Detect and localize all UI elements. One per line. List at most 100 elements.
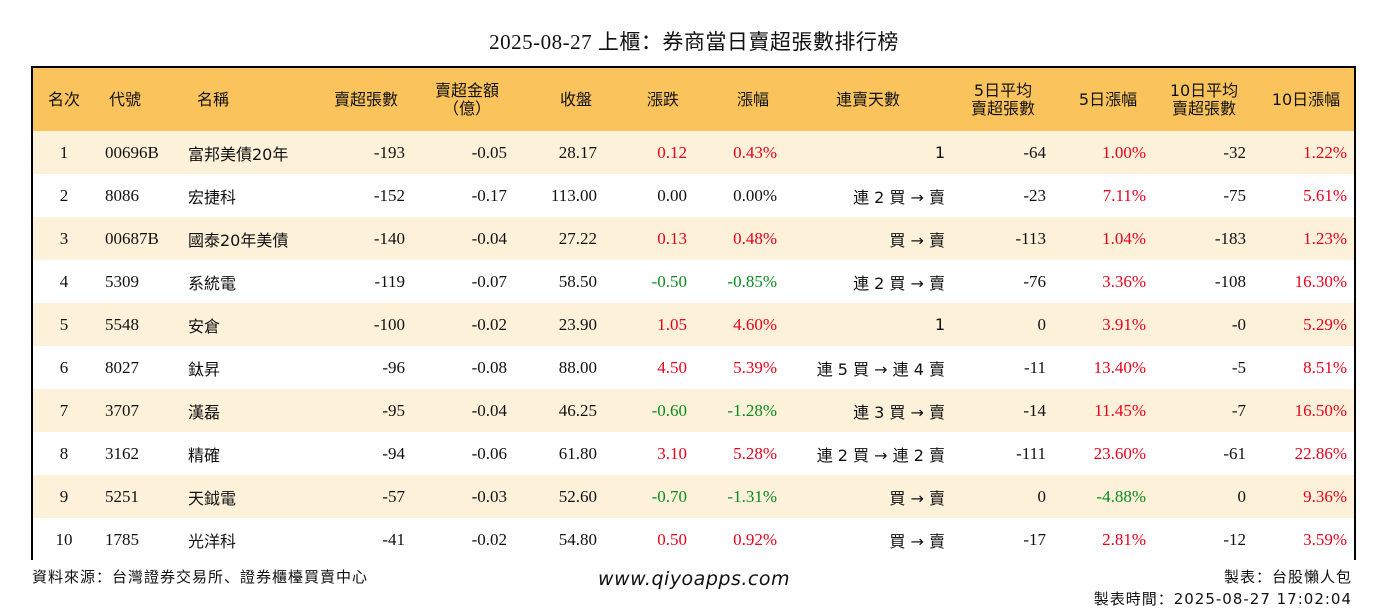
cell-avg5: -14 (1023, 400, 1046, 420)
cell-qty: -41 (382, 529, 405, 549)
cell-days: 連 2 買 → 賣 (853, 273, 945, 293)
header-pct5: 5日漲幅 (1078, 89, 1138, 109)
cell-rank: 8 (59, 443, 69, 463)
cell-days: 連 2 買 → 賣 (853, 187, 945, 207)
cell-pct10: 9.36% (1303, 486, 1347, 506)
cell-pct5: 23.60% (1093, 443, 1146, 463)
cell-avg10: -12 (1223, 529, 1246, 549)
cell-avg5: -17 (1023, 529, 1046, 549)
header-sell-amount: 賣超金額 （億） (423, 68, 511, 131)
cell-name: 國泰20年美債 (188, 230, 289, 250)
cell-pct10: 1.23% (1303, 228, 1347, 248)
ranking-table: 名次 代號 名稱 賣超張數 賣超金額 （億） 收盤 漲跌 漲幅 連賣天數 5日平… (31, 66, 1356, 561)
cell-code: 5309 (105, 271, 139, 291)
header-avg10: 10日平均 賣超張數 (1158, 68, 1250, 131)
cell-amount: -0.07 (471, 271, 507, 291)
created-time: 製表時間：2025-08-27 17:02:04 (1093, 590, 1352, 608)
cell-code: 00687B (105, 228, 159, 248)
cell-pct10: 1.22% (1303, 142, 1347, 162)
cell-change: 0.00 (657, 185, 687, 205)
cell-amount: -0.02 (471, 529, 507, 549)
cell-pct: 5.28% (733, 443, 777, 463)
cell-pct5: 2.81% (1102, 529, 1146, 549)
cell-avg10: -32 (1223, 142, 1246, 162)
cell-amount: -0.04 (471, 400, 507, 420)
cell-qty: -94 (382, 443, 405, 463)
cell-avg5: -23 (1023, 185, 1046, 205)
cell-close: 113.00 (550, 185, 597, 205)
cell-pct: 4.60% (733, 314, 777, 334)
cell-qty: -119 (374, 271, 405, 291)
header-sell-amount-line2: （億） (442, 98, 491, 118)
table-row: 4 5309 系統電 -119 -0.07 58.50 -0.50 -0.85% 連 2 買 →… (33, 260, 1354, 303)
cell-change: -0.70 (651, 486, 687, 506)
table-row: 10 1785 光洋科 -41 -0.02 54.80 0.50 0.92% 買 → 賣 -17 2… (33, 518, 1354, 561)
cell-avg10: -7 (1231, 400, 1246, 420)
cell-avg10: -0 (1231, 314, 1246, 334)
cell-name: 安倉 (188, 316, 221, 336)
cell-pct: 0.00% (733, 185, 777, 205)
cell-change: 0.13 (657, 228, 687, 248)
cell-pct: -0.85% (727, 271, 777, 291)
header-sell-amount-line1: 賣超金額 (434, 80, 499, 100)
cell-avg5: 0 (1037, 486, 1047, 506)
header-name: 名稱 (196, 89, 229, 109)
header-code: 代號 (108, 89, 141, 109)
cell-pct10: 8.51% (1303, 357, 1347, 377)
cell-name: 宏捷科 (188, 187, 237, 207)
cell-change: 3.10 (657, 443, 687, 463)
cell-change: 4.50 (657, 357, 687, 377)
cell-amount: -0.08 (471, 357, 507, 377)
cell-qty: -95 (382, 400, 405, 420)
cell-days: 買 → 賣 (889, 230, 945, 250)
cell-pct10: 3.59% (1303, 529, 1347, 549)
cell-amount: -0.06 (471, 443, 507, 463)
cell-code: 1785 (105, 529, 139, 549)
cell-rank: 7 (59, 400, 69, 420)
cell-close: 27.22 (558, 228, 597, 248)
cell-rank: 10 (55, 529, 73, 549)
cell-amount: -0.03 (471, 486, 507, 506)
cell-pct5: 3.36% (1102, 271, 1146, 291)
cell-rank: 5 (59, 314, 69, 334)
table-row: 1 00696B 富邦美債20年 -193 -0.05 28.17 0.12 0.43% 1 -6… (33, 131, 1354, 174)
cell-code: 3162 (105, 443, 139, 463)
table-header-row: 名次 代號 名稱 賣超張數 賣超金額 （億） 收盤 漲跌 漲幅 連賣天數 5日平… (33, 68, 1354, 132)
cell-pct: -1.28% (727, 400, 777, 420)
cell-qty: -193 (373, 142, 405, 162)
cell-rank: 6 (59, 357, 69, 377)
cell-pct5: 1.00% (1102, 142, 1146, 162)
cell-close: 58.50 (558, 271, 597, 291)
cell-name: 鈦昇 (188, 359, 221, 379)
author-credit: 製表：台股懶人包 (1223, 568, 1352, 586)
table-row: 6 8027 鈦昇 -96 -0.08 88.00 4.50 5.39% 連 5 買 → 連 4… (33, 346, 1354, 389)
cell-avg5: 0 (1037, 314, 1047, 334)
header-avg5-line1: 5日平均 (973, 80, 1033, 100)
cell-pct10: 5.61% (1303, 185, 1347, 205)
cell-days: 買 → 賣 (889, 531, 945, 551)
cell-change: -0.50 (651, 271, 687, 291)
cell-close: 28.17 (558, 142, 597, 162)
cell-days: 連 3 買 → 賣 (853, 402, 945, 422)
header-avg10-line1: 10日平均 (1169, 80, 1239, 100)
cell-pct5: 11.45% (1094, 400, 1146, 420)
cell-rank: 1 (59, 142, 69, 162)
cell-amount: -0.04 (471, 228, 507, 248)
cell-change: 0.12 (657, 142, 687, 162)
header-change: 漲跌 (646, 89, 679, 109)
cell-avg5: -64 (1023, 142, 1046, 162)
cell-avg10: -183 (1214, 228, 1246, 248)
cell-change: -0.60 (651, 400, 687, 420)
cell-days: 買 → 賣 (889, 488, 945, 508)
cell-pct: -1.31% (727, 486, 777, 506)
website-link[interactable]: www.qiyoapps.com (598, 568, 790, 590)
cell-avg5: -111 (1016, 443, 1046, 463)
header-avg5: 5日平均 賣超張數 (958, 68, 1048, 131)
cell-rank: 4 (59, 271, 69, 291)
cell-qty: -152 (373, 185, 405, 205)
header-avg5-line2: 賣超張數 (970, 98, 1035, 118)
cell-name: 漢磊 (188, 402, 221, 422)
cell-days: 1 (934, 315, 945, 334)
cell-days: 1 (934, 143, 945, 162)
cell-code: 00696B (105, 142, 159, 162)
